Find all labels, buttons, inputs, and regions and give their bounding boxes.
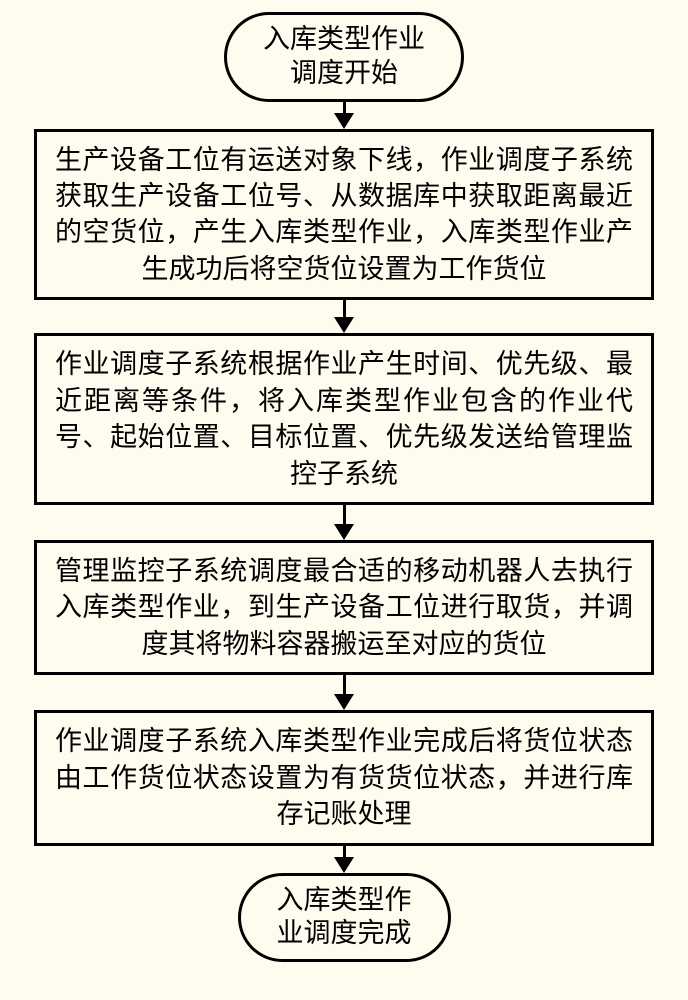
arrow-line [343,300,346,318]
arrow [334,675,354,710]
node-text: 作业调度子系统入库类型作业完成后将货位状态由工作货位状态设置为有货货位状态，并进… [55,726,633,829]
terminator-end: 入库类型作业调度完成 [238,873,451,963]
arrow-head-icon [334,857,354,873]
arrow [334,300,354,333]
node-text: 作业调度子系统根据作业产生时间、优先级、最近距离等条件，将入库类型作业包含的作业… [55,349,633,488]
arrow-line [343,505,346,525]
node-text: 入库类型作业调度完成 [277,885,412,949]
process-step4: 作业调度子系统入库类型作业完成后将货位状态由工作货位状态设置为有货货位状态，并进… [34,710,654,845]
arrow-head-icon [334,524,354,540]
process-step1: 生产设备工位有运送对象下线，作业调度子系统获取生产设备工位号、从数据库中获取距离… [34,129,654,301]
process-step3: 管理监控子系统调度最合适的移动机器人去执行入库类型作业，到生产设备工位进行取货，… [34,540,654,675]
arrow-head-icon [334,113,354,129]
arrow [334,846,354,873]
node-text: 管理监控子系统调度最合适的移动机器人去执行入库类型作业，到生产设备工位进行取货，… [55,556,633,659]
arrow-head-icon [334,694,354,710]
arrow [334,102,354,129]
node-text: 生产设备工位有运送对象下线，作业调度子系统获取生产设备工位号、从数据库中获取距离… [55,145,633,284]
terminator-start: 入库类型作业调度开始 [224,12,464,102]
arrow [334,505,354,540]
arrow-head-icon [334,317,354,333]
process-step2: 作业调度子系统根据作业产生时间、优先级、最近距离等条件，将入库类型作业包含的作业… [34,333,654,505]
flowchart-container: 入库类型作业调度开始 生产设备工位有运送对象下线，作业调度子系统获取生产设备工位… [30,12,658,962]
node-text: 入库类型作业调度开始 [263,24,425,88]
arrow-line [343,675,346,695]
